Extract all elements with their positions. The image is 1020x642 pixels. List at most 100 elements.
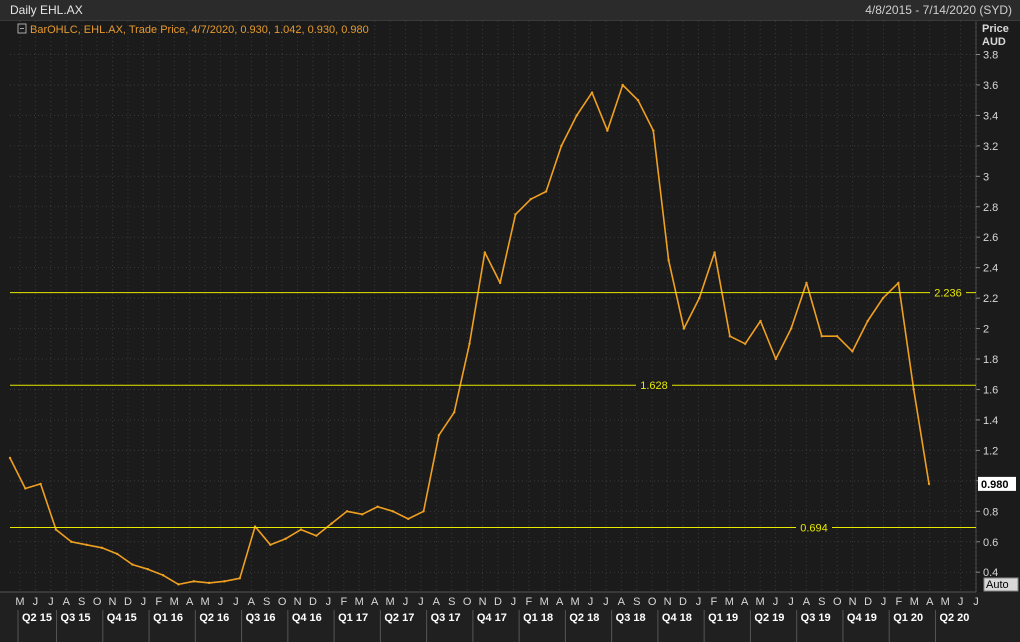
price-point xyxy=(161,574,165,577)
price-point xyxy=(238,577,241,580)
month-label: J xyxy=(418,596,424,608)
price-point xyxy=(39,482,42,486)
month-label: M xyxy=(200,596,209,608)
month-label: N xyxy=(849,596,857,608)
price-point xyxy=(85,543,88,546)
y-tick-label: 2.8 xyxy=(983,202,998,214)
y-tick-label: 1.8 xyxy=(983,354,998,366)
month-label: D xyxy=(494,596,502,608)
month-label: O xyxy=(278,596,287,608)
price-point xyxy=(575,114,578,117)
y-tick-label: 1.6 xyxy=(983,384,998,396)
month-label: J xyxy=(141,596,147,608)
level-label-text: 1.628 xyxy=(640,380,668,392)
month-label: N xyxy=(109,596,117,608)
price-point xyxy=(866,319,869,323)
price-point xyxy=(299,528,303,531)
quarter-label: Q1 17 xyxy=(338,612,368,624)
auto-scale-button[interactable]: Auto xyxy=(983,577,1019,592)
price-point xyxy=(269,543,272,546)
month-label: J xyxy=(33,596,39,608)
price-point xyxy=(177,583,180,586)
quarter-label: Q4 19 xyxy=(847,612,877,624)
level-label-bg xyxy=(796,520,832,535)
price-point xyxy=(897,281,900,285)
month-label: A xyxy=(803,596,811,608)
month-label: O xyxy=(93,596,102,608)
series-legend[interactable]: BarOHLC, EHL.AX, Trade Price, 4/7/2020, … xyxy=(17,23,369,36)
month-label: J xyxy=(881,596,887,608)
level-label: 2.236 xyxy=(930,285,966,300)
price-point xyxy=(330,522,333,525)
price-point xyxy=(422,510,425,513)
y-tick-label: 2.6 xyxy=(983,232,998,244)
price-point xyxy=(835,334,839,338)
price-point xyxy=(315,534,318,537)
quarter-label: Q2 18 xyxy=(569,612,599,624)
quarter-label: Q3 15 xyxy=(61,612,91,624)
month-label: M xyxy=(756,596,765,608)
price-point xyxy=(728,334,732,338)
month-label: M xyxy=(540,596,549,608)
month-label: A xyxy=(248,596,256,608)
legend-icon[interactable] xyxy=(17,23,27,34)
month-label: A xyxy=(618,596,626,608)
last-price-tag-text: 0.980 xyxy=(981,479,1009,491)
price-point xyxy=(345,510,349,513)
price-point xyxy=(284,537,287,540)
month-label: O xyxy=(648,596,657,608)
price-point xyxy=(437,433,441,437)
price-axis-title: Price xyxy=(982,23,1009,35)
price-point xyxy=(54,528,58,531)
price-point xyxy=(544,190,548,193)
month-label: A xyxy=(433,596,441,608)
price-point xyxy=(498,281,502,285)
month-label: F xyxy=(896,596,903,608)
price-point xyxy=(452,411,456,414)
month-label: J xyxy=(511,596,517,608)
month-label: M xyxy=(725,596,734,608)
month-label: A xyxy=(556,596,564,608)
chart-title: Daily EHL.AX xyxy=(10,3,83,17)
time-axis-area xyxy=(0,592,1020,642)
auto-button-bg[interactable] xyxy=(983,577,1019,592)
price-point xyxy=(407,517,410,521)
month-label: S xyxy=(263,596,270,608)
quarter-label: Q2 15 xyxy=(22,612,52,624)
quarter-label: Q3 19 xyxy=(801,612,831,624)
price-point xyxy=(70,540,73,543)
month-label: A xyxy=(741,596,749,608)
month-label: J xyxy=(588,596,594,608)
currency-label: AUD xyxy=(982,36,1006,48)
y-tick-label: 0.8 xyxy=(983,506,998,518)
quarter-label: Q4 16 xyxy=(292,612,322,624)
price-point xyxy=(24,487,27,490)
y-tick-label: 3.8 xyxy=(983,49,998,61)
month-label: A xyxy=(371,596,379,608)
month-label: M xyxy=(15,596,24,608)
month-label: O xyxy=(463,596,472,608)
quarter-label: Q3 17 xyxy=(431,612,461,624)
price-point xyxy=(146,567,150,571)
month-label: J xyxy=(958,596,964,608)
quarter-label: Q2 19 xyxy=(754,612,784,624)
plot-area xyxy=(10,21,976,592)
month-label: S xyxy=(78,596,85,608)
month-label: O xyxy=(833,596,842,608)
month-label: A xyxy=(63,596,71,608)
price-point xyxy=(391,510,395,513)
price-point xyxy=(100,546,104,550)
month-label: S xyxy=(818,596,825,608)
month-label: M xyxy=(385,596,394,608)
month-label: F xyxy=(340,596,347,608)
level-label-text: 0.694 xyxy=(800,522,828,534)
quarter-label: Q2 17 xyxy=(384,612,414,624)
level-label: 1.628 xyxy=(636,378,672,393)
price-point xyxy=(851,350,854,353)
price-point xyxy=(713,251,716,254)
month-label: N xyxy=(664,596,672,608)
last-price-tag-bg xyxy=(978,476,1016,491)
price-point xyxy=(636,98,640,102)
